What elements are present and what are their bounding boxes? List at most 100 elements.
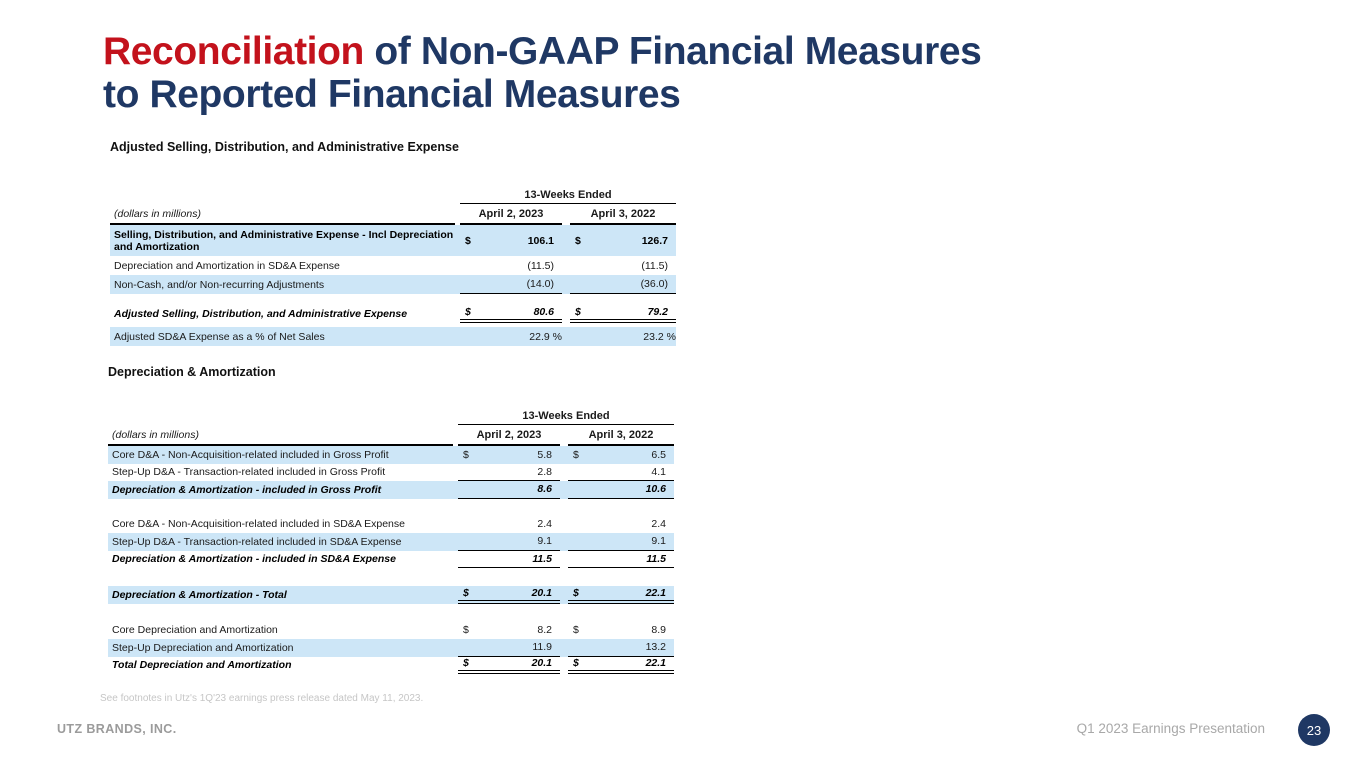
page-title-line1-rest: of Non-GAAP Financial Measures (363, 30, 982, 73)
table-row: Non-Cash, and/or Non-recurring Adjustmen… (110, 275, 676, 294)
value-cell: $80.6 (460, 304, 562, 323)
value-cell: $126.7 (570, 225, 676, 256)
row-spacer (108, 568, 674, 586)
column-gap (562, 225, 570, 256)
column-header-row: (dollars in millions) April 2, 2023 Apri… (110, 204, 676, 225)
value-number: 2.4 (537, 518, 552, 531)
row-label: Step-Up Depreciation and Amortization (112, 641, 294, 654)
column-gap (560, 657, 568, 675)
period-header-row: 13-Weeks Ended (110, 186, 676, 204)
footer-presentation-label: Q1 2023 Earnings Presentation (1076, 721, 1265, 736)
table-row: Core D&A - Non-Acquisition-related inclu… (108, 446, 674, 464)
value-number: 11.9 (532, 641, 552, 654)
column-header-2022: April 3, 2022 (568, 425, 674, 446)
table-row: Depreciation & Amortization - included i… (108, 551, 674, 568)
value-cell: $8.2 (458, 622, 560, 640)
table-row: Adjusted SD&A Expense as a % of Net Sale… (110, 327, 676, 346)
row-label: Selling, Distribution, and Administrativ… (114, 228, 454, 253)
period-header: 13-Weeks Ended (458, 410, 674, 425)
dollar-sign: $ (573, 586, 579, 599)
table-row: Adjusted Selling, Distribution, and Admi… (110, 304, 676, 323)
column-gap (562, 327, 570, 346)
row-label: Depreciation & Amortization - included i… (112, 553, 396, 566)
value-number: (36.0) (640, 278, 668, 290)
row-spacer (108, 604, 674, 622)
table-body: Selling, Distribution, and Administrativ… (110, 225, 676, 346)
dollar-sign: $ (463, 586, 469, 599)
value-number: 9.1 (537, 535, 552, 548)
row-spacer (110, 294, 676, 304)
period-header-spacer (110, 186, 455, 204)
value-number: 8.2 (537, 624, 552, 637)
value-number: 11.5 (646, 552, 666, 565)
column-header-2023: April 2, 2023 (458, 425, 560, 446)
value-cell: (11.5) (460, 256, 562, 275)
value-number: (14.0) (526, 278, 554, 290)
value-number: 8.9 (651, 624, 666, 637)
value-cell: 11.9 (458, 639, 560, 657)
value-number: 5.8 (537, 448, 552, 461)
value-cell: 8.6 (458, 481, 560, 499)
row-label: Step-Up D&A - Transaction-related includ… (112, 535, 402, 548)
column-gap (560, 639, 568, 657)
section-heading-depreciation-amortization: Depreciation & Amortization (108, 365, 276, 379)
column-header-row: (dollars in millions) April 2, 2023 Apri… (108, 425, 674, 446)
value-cell: 11.5 (458, 551, 560, 568)
row-label: Depreciation & Amortization - included i… (112, 483, 382, 496)
value-cell: 10.6 (568, 481, 674, 499)
dollar-sign: $ (463, 624, 469, 637)
column-gap (562, 304, 570, 323)
table-depreciation-amortization: 13-Weeks Ended (dollars in millions) Apr… (108, 407, 674, 674)
value-number: 80.6 (533, 305, 554, 318)
value-number: 11.5 (532, 552, 552, 565)
value-number: 106.1 (527, 234, 554, 247)
row-label: Total Depreciation and Amortization (112, 659, 292, 672)
dollar-sign: $ (465, 305, 471, 318)
table-row: Selling, Distribution, and Administrativ… (110, 225, 676, 256)
row-label: Depreciation and Amortization in SD&A Ex… (114, 259, 340, 272)
period-header-spacer (108, 407, 453, 425)
value-number: (11.5) (527, 259, 554, 272)
row-label: Depreciation & Amortization - Total (112, 588, 287, 601)
row-label: Adjusted SD&A Expense as a % of Net Sale… (114, 330, 325, 343)
value-number: 4.1 (651, 465, 666, 478)
value-cell: $22.1 (568, 657, 674, 674)
footer-company-name: UTZ BRANDS, INC. (57, 722, 177, 736)
dollar-sign: $ (575, 305, 581, 318)
page-title-line2: to Reported Financial Measures (103, 73, 681, 117)
column-gap (560, 622, 568, 640)
table-row: Step-Up D&A - Transaction-related includ… (108, 533, 674, 551)
value-cell: $8.9 (568, 622, 674, 640)
value-number: 2.8 (537, 465, 552, 478)
row-label: Core Depreciation and Amortization (112, 624, 278, 637)
value-number: 79.2 (647, 305, 668, 318)
table-row: Depreciation & Amortization - Total $20.1… (108, 586, 674, 604)
value-cell: $5.8 (458, 446, 560, 464)
value-cell: 2.8 (458, 464, 560, 481)
period-header-row: 13-Weeks Ended (108, 407, 674, 425)
value-number: 22.1 (645, 657, 666, 670)
value-cell: 9.1 (568, 533, 674, 551)
value-number: 23.2 % (643, 330, 676, 343)
page-number-badge: 23 (1298, 714, 1330, 746)
period-header: 13-Weeks Ended (460, 189, 676, 204)
row-label: Adjusted Selling, Distribution, and Admi… (114, 307, 408, 320)
value-cell: (14.0) (460, 275, 562, 294)
page-title: Reconciliation of Non-GAAP Financial Mea… (103, 30, 982, 117)
value-cell: 23.2 % (570, 327, 676, 346)
row-label: Non-Cash, and/or Non-recurring Adjustmen… (114, 278, 325, 291)
table-row: Depreciation & Amortization - included i… (108, 481, 674, 499)
column-gap (560, 533, 568, 551)
column-gap (560, 586, 568, 604)
value-cell: $20.1 (458, 657, 560, 674)
value-cell: (11.5) (570, 256, 676, 275)
table-row: Depreciation and Amortization in SD&A Ex… (110, 256, 676, 275)
table-row: Step-Up Depreciation and Amortization 11.… (108, 639, 674, 657)
value-cell: 9.1 (458, 533, 560, 551)
value-cell: 22.9 % (460, 327, 562, 346)
column-gap (560, 446, 568, 464)
value-cell: $20.1 (458, 586, 560, 604)
footnote: See footnotes in Utz's 1Q'23 earnings pr… (100, 693, 424, 704)
value-number: 10.6 (645, 483, 666, 496)
